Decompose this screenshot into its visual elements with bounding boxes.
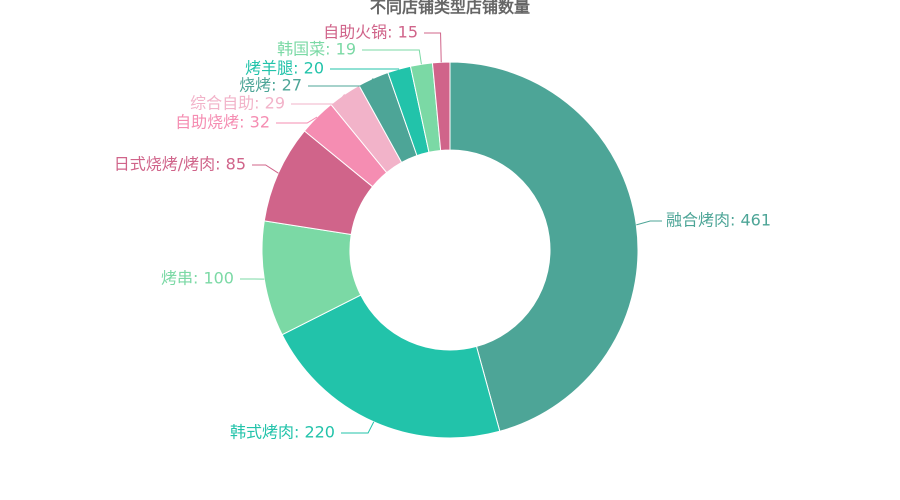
leader-line [252,164,279,174]
leader-line [362,49,422,65]
data-label: 烤串: 100 [161,269,234,288]
chart-title: 不同店铺类型店铺数量 [370,0,530,17]
leader-line [424,32,442,63]
data-label: 综合自助: 29 [190,94,285,113]
data-label: 烧烤: 27 [239,76,302,95]
data-label: 自助火锅: 15 [323,23,418,42]
data-label: 日式烧烤/烤肉: 85 [114,155,246,174]
leader-line [341,421,375,434]
data-label: 融合烤肉: 461 [666,211,771,230]
leader-line [291,94,345,105]
data-label: 韩国菜: 19 [277,40,356,59]
donut-slice [431,61,451,151]
data-label: 韩式烤肉: 220 [230,423,335,442]
data-label: 烤羊腿: 20 [245,59,324,78]
data-label: 自助烧烤: 32 [175,113,270,132]
leader-line [308,78,374,87]
leader-line [636,220,662,226]
leader-line [276,116,318,124]
donut-slice [281,294,501,439]
donut-slice [449,61,639,432]
